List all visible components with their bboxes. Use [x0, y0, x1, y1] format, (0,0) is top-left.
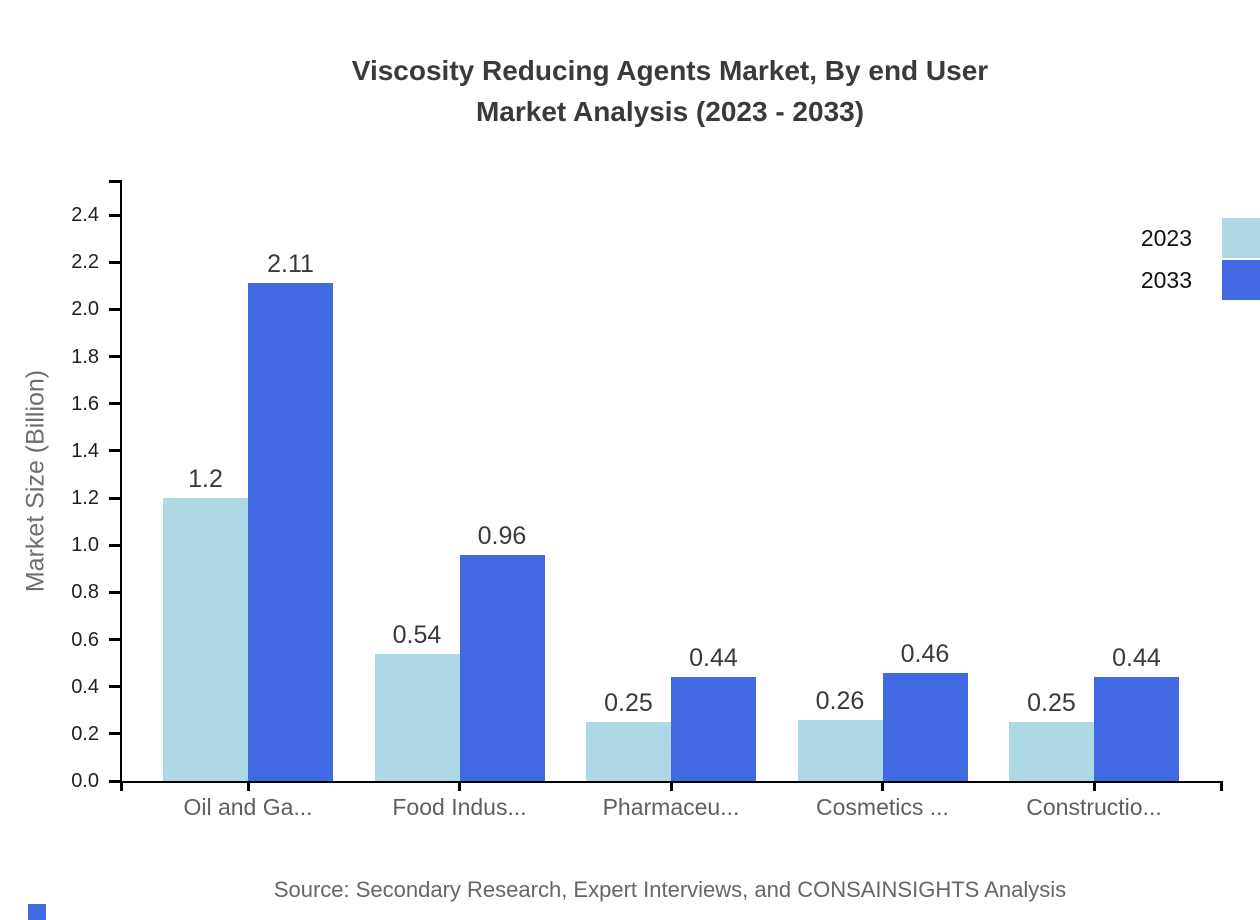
y-axis-tick-label: 2.4: [71, 204, 99, 227]
x-axis-tick: [1092, 781, 1096, 791]
brand-mark: [28, 904, 46, 920]
y-axis-tick: [109, 260, 122, 264]
bar-2033-5: [1094, 677, 1179, 781]
bar-value-label: 1.2: [188, 465, 223, 493]
bar-2023-5: [1009, 722, 1094, 781]
y-axis-tick-label: 1.8: [71, 345, 99, 368]
x-axis-category-label: Pharmaceu...: [602, 794, 740, 820]
bar-2023-3: [586, 722, 671, 781]
x-axis-end-tick: [120, 781, 123, 791]
y-axis-tick-label: 0.8: [71, 581, 99, 604]
y-axis-tick: [109, 402, 122, 406]
bar-value-label: 0.44: [689, 644, 738, 672]
plot-area: 0.0 0.2 0.4 0.6 0.8 1.0 1.2 1.4 1.6 1.8 2.0 2.2 2.4 O…: [71, 180, 1223, 820]
legend: 2023 2033: [1141, 218, 1260, 302]
bar-value-label: 0.54: [392, 621, 442, 649]
y-axis-tick-label: 0.6: [71, 628, 99, 651]
legend-swatch: [1222, 218, 1260, 258]
bar-2023-2: [374, 654, 460, 781]
bar-2033-4: [882, 673, 968, 781]
chart-title: Viscosity Reducing Agents Market, By end…: [80, 50, 1260, 132]
bar-value-label: 0.26: [815, 687, 865, 715]
y-axis-tick-label: 1.2: [71, 487, 99, 510]
y-axis-tick: [109, 638, 122, 642]
y-axis-tick: [109, 543, 122, 547]
y-axis-tick: [109, 213, 122, 217]
x-axis-category-label: Cosmetics ...: [816, 794, 949, 820]
bar-value-label: 0.25: [604, 689, 653, 717]
bar-value-label: 0.46: [900, 640, 950, 668]
y-axis-tick: [109, 779, 122, 783]
x-axis-category-label: Food Indus...: [392, 794, 527, 820]
x-axis-tick: [669, 781, 673, 791]
y-axis-tick: [109, 307, 122, 311]
y-axis-tick: [109, 732, 122, 736]
bar-value-label: 2.11: [267, 250, 314, 278]
legend-item-2033: 2033: [1141, 260, 1260, 300]
y-axis-tick: [109, 590, 122, 594]
y-axis-tick: [109, 685, 122, 689]
bar-2033-3: [671, 677, 756, 781]
x-axis-tick: [881, 781, 884, 791]
chart-title-line2: Market Analysis (2023 - 2033): [475, 96, 865, 127]
chart-title-line1: Viscosity Reducing Agents Market, By end…: [351, 55, 989, 86]
y-axis-tick-label: 1.4: [71, 439, 99, 462]
x-axis-tick: [458, 781, 461, 791]
bar-value-label: 0.96: [477, 522, 527, 550]
source-note: Source: Secondary Research, Expert Inter…: [273, 877, 1067, 902]
y-axis-tick: [109, 449, 122, 453]
y-axis-tick-label: 0.0: [71, 770, 99, 792]
x-axis-end-tick: [1220, 781, 1223, 791]
y-axis-tick-label: 2.0: [71, 298, 99, 321]
legend-item-2023: 2023: [1141, 218, 1260, 258]
x-axis-category-label: Constructio...: [1026, 794, 1162, 820]
bar-value-label: 0.25: [1027, 689, 1076, 717]
bar-2033-2: [459, 555, 545, 781]
x-axis-tick: [246, 781, 250, 791]
y-axis-end-tick: [109, 180, 122, 183]
y-axis-tick-label: 0.4: [71, 675, 99, 698]
y-axis-tick-label: 0.2: [71, 722, 99, 745]
bar-2023-4: [797, 720, 883, 781]
bar-value-label: 0.44: [1112, 644, 1161, 672]
y-axis-tick-label: 2.2: [71, 251, 99, 274]
bar-2023-1: [163, 498, 248, 781]
y-axis-tick-label: 1.0: [71, 534, 99, 557]
x-axis-category-label: Oil and Ga...: [183, 794, 313, 820]
y-axis-tick: [109, 355, 122, 359]
y-axis-tick-label: 1.6: [71, 392, 99, 415]
legend-label: 2023: [1140, 224, 1192, 251]
bar-2033-1: [248, 283, 333, 781]
legend-label: 2033: [1140, 266, 1192, 293]
y-axis-tick: [109, 496, 122, 500]
legend-swatch: [1222, 260, 1260, 300]
